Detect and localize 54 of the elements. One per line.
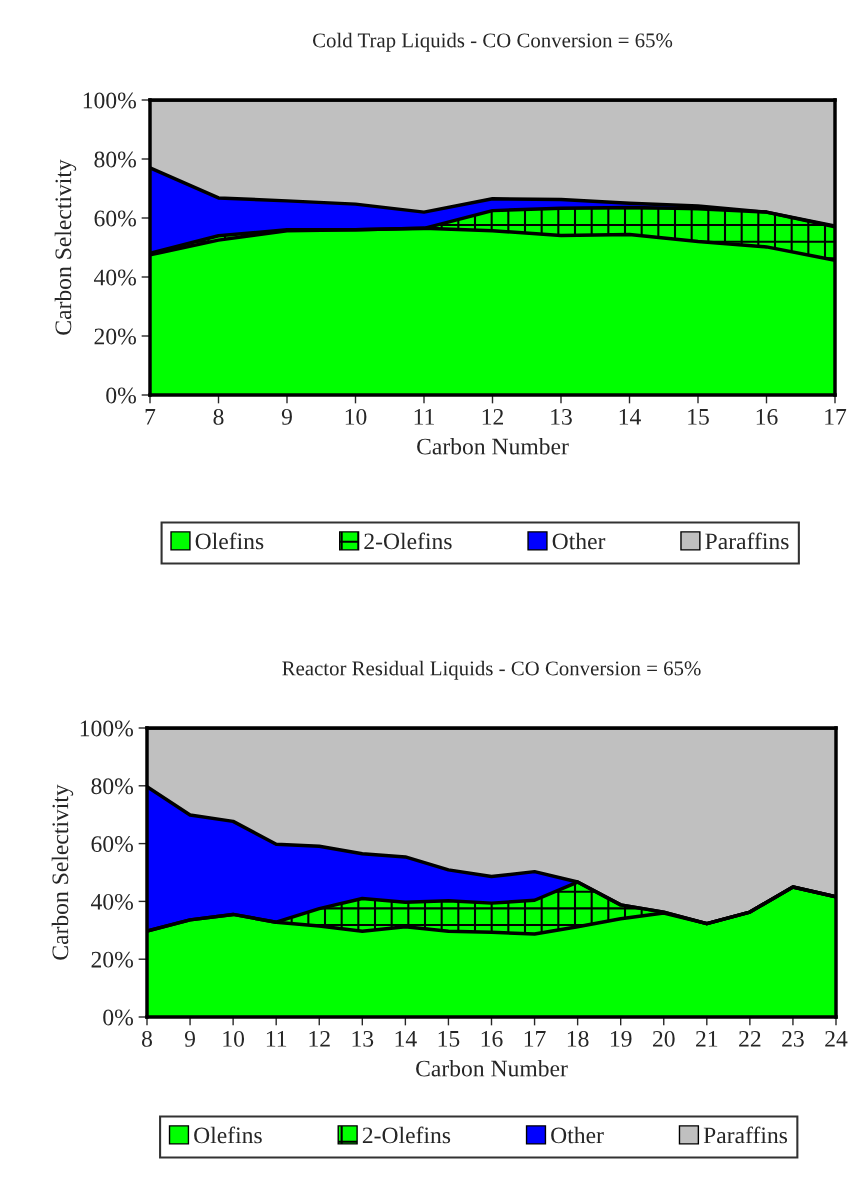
x-tick-label: 15 <box>438 1030 460 1047</box>
y-tick-label: 80% <box>91 778 133 795</box>
x-tick-label: 14 <box>619 408 641 425</box>
x-tick-label: 16 <box>756 408 778 425</box>
legend-label: Olefins <box>195 532 264 550</box>
x-tick-label: 12 <box>309 1030 330 1047</box>
x-tick-label: 10 <box>345 408 367 425</box>
legend-label: 2-Olefins <box>362 1126 451 1144</box>
legend-label: Other <box>552 532 606 550</box>
x-tick-label: 9 <box>184 1030 195 1047</box>
y-tick-label: 60% <box>91 836 133 853</box>
y-tick-label: 0% <box>106 387 136 404</box>
x-tick-label: 20 <box>652 1030 675 1047</box>
chart-title: Reactor Residual Liquids - CO Conversion = 65% <box>282 660 701 680</box>
x-tick-label: 17 <box>825 408 847 425</box>
x-tick-label: 7 <box>145 409 156 425</box>
x-tick-label: 14 <box>395 1030 417 1047</box>
y-tick-label: 0% <box>103 1009 133 1026</box>
y-tick-label: 100% <box>83 92 136 109</box>
x-axis-title: Carbon Number <box>417 437 569 455</box>
y-tick-label: 100% <box>80 720 133 737</box>
x-tick-label: 11 <box>266 1030 287 1047</box>
legend-label: 2-Olefins <box>364 532 452 550</box>
y-tick-label: 20% <box>94 328 136 345</box>
x-tick-label: 8 <box>213 408 224 425</box>
x-tick-label: 13 <box>352 1030 374 1047</box>
legend-label: Paraffins <box>705 532 789 550</box>
legend-label: Paraffins <box>703 1126 788 1144</box>
y-tick-label: 20% <box>91 951 133 968</box>
x-tick-label: 23 <box>782 1030 804 1047</box>
y-tick-label: 40% <box>90 893 133 910</box>
y-tick-label: 80% <box>94 151 136 168</box>
y-tick-label: 60% <box>94 210 136 227</box>
y-axis-title: Carbon Selectivity <box>51 784 74 960</box>
legend-label: Olefins <box>194 1126 262 1144</box>
chart-title: Cold Trap Liquids - CO Conversion = 65% <box>312 32 673 52</box>
x-tick-label: 11 <box>414 408 434 425</box>
x-tick-label: 24 <box>825 1030 848 1047</box>
x-tick-label: 15 <box>688 408 709 425</box>
legend-label: Other <box>551 1126 604 1144</box>
x-tick-label: 21 <box>696 1030 718 1047</box>
x-tick-label: 17 <box>524 1030 546 1047</box>
x-tick-label: 9 <box>281 408 292 425</box>
y-tick-label: 40% <box>93 269 136 286</box>
x-tick-label: 8 <box>142 1030 152 1047</box>
x-tick-label: 19 <box>610 1030 632 1047</box>
x-tick-label: 18 <box>567 1030 589 1047</box>
x-axis-title: Carbon Number <box>416 1059 568 1077</box>
x-tick-label: 12 <box>482 408 503 425</box>
x-tick-label: 13 <box>551 408 572 425</box>
x-tick-label: 10 <box>223 1030 245 1047</box>
y-axis-title: Carbon Selectivity <box>54 159 77 335</box>
x-tick-label: 22 <box>739 1030 761 1047</box>
x-tick-label: 16 <box>481 1030 503 1047</box>
